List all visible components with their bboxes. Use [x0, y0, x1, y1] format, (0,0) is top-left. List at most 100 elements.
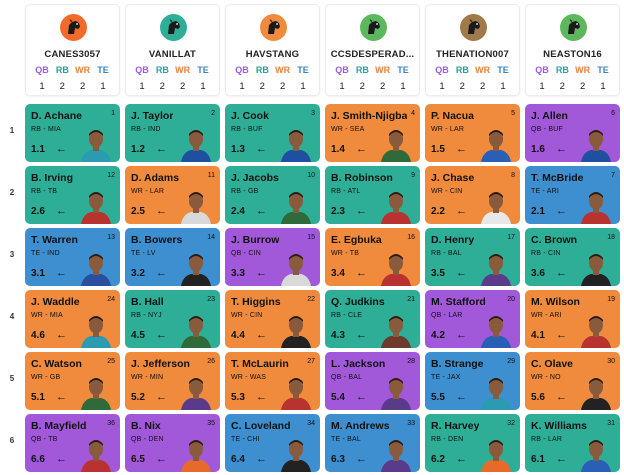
pick-number: 17	[507, 234, 515, 241]
pick-card[interactable]: C. Brown 18 RB - CIN 3.6 ←	[525, 228, 620, 286]
pick-card[interactable]: B. Robinson 9 RB - ATL 2.3 ←	[325, 166, 420, 224]
player-position-team: WR - LAR	[131, 188, 165, 195]
pick-card[interactable]: E. Egbuka 16 WR - TB 3.4 ←	[325, 228, 420, 286]
arrow-left-icon: ←	[356, 329, 367, 341]
pick-number: 12	[107, 172, 115, 179]
team-name: CCSDESPERAD...	[330, 49, 415, 60]
pick-card[interactable]: J. Burrow 15 QB - CIN 3.3 ←	[225, 228, 320, 286]
pick-card[interactable]: J. Jefferson 26 WR - MIN 5.2 ←	[125, 352, 220, 410]
pick-card[interactable]: D. Adams 11 WR - LAR 2.5 ←	[125, 166, 220, 224]
pick-card[interactable]: K. Williams 31 RB - LAR 6.1 ←	[525, 414, 620, 472]
pick-card[interactable]: T. McBride 7 TE - ARI 2.1 ←	[525, 166, 620, 224]
pick-card[interactable]: C. Loveland 34 TE - CHI 6.4 ←	[225, 414, 320, 472]
position-count: 2	[480, 81, 486, 92]
pick-card[interactable]: M. Andrews 33 TE - BAL 6.3 ←	[325, 414, 420, 472]
player-headshot	[278, 188, 314, 224]
arrow-left-icon: ←	[556, 267, 567, 279]
team-avatar	[160, 14, 187, 41]
pick-card[interactable]: J. Chase 8 WR - CIN 2.2 ←	[425, 166, 520, 224]
pick-card[interactable]: T. Higgins 22 WR - CIN 4.4 ←	[225, 290, 320, 348]
pick-card[interactable]: B. Irving 12 RB - TB 2.6 ←	[25, 166, 120, 224]
pick-card[interactable]: C. Olave 30 WR - NO 5.6 ←	[525, 352, 620, 410]
team-card[interactable]: HAVSTANG QB RB WR TE 1 2 2 1	[225, 4, 320, 96]
arrow-left-icon: ←	[256, 267, 267, 279]
pick-card[interactable]: J. Waddle 24 WR - MIA 4.6 ←	[25, 290, 120, 348]
pick-order: 3.4	[331, 268, 345, 279]
player-headshot	[578, 374, 614, 410]
player-name: T. Warren	[31, 234, 78, 246]
position-label: WR	[275, 65, 291, 75]
arrow-left-icon: ←	[456, 453, 467, 465]
pick-card[interactable]: T. Warren 13 TE - IND 3.1 ←	[25, 228, 120, 286]
player-position-team: WR - MIN	[131, 374, 164, 381]
player-position-team: WR - GB	[31, 374, 61, 381]
player-position-team: RB - DEN	[431, 436, 464, 443]
player-name: T. Higgins	[231, 296, 281, 308]
dog-icon	[260, 14, 287, 41]
player-headshot	[378, 188, 414, 224]
team-avatar	[560, 14, 587, 41]
pick-card[interactable]: D. Henry 17 RB - BAL 3.5 ←	[425, 228, 520, 286]
pick-card[interactable]: J. Allen 6 QB - BUF 1.6 ←	[525, 104, 620, 162]
pick-order: 3.3	[231, 268, 245, 279]
pick-card[interactable]: J. Smith-Njigba 4 WR - SEA 1.4 ←	[325, 104, 420, 162]
pick-card[interactable]: P. Nacua 5 WR - LAR 1.5 ←	[425, 104, 520, 162]
pick-card[interactable]: D. Achane 1 RB - MIA 1.1 ←	[25, 104, 120, 162]
player-name: B. Mayfield	[31, 420, 87, 432]
position-label: RB	[55, 65, 69, 75]
pick-number: 11	[207, 172, 215, 179]
pick-card[interactable]: C. Watson 25 WR - GB 5.1 ←	[25, 352, 120, 410]
player-headshot	[78, 126, 114, 162]
player-headshot	[178, 374, 214, 410]
pick-order: 1.5	[431, 144, 445, 155]
pick-card[interactable]: T. McLaurin 27 WR - WAS 5.3 ←	[225, 352, 320, 410]
position-label: QB	[235, 65, 249, 75]
position-label: QB	[135, 65, 149, 75]
pick-card[interactable]: J. Taylor 2 RB - IND 1.2 ←	[125, 104, 220, 162]
position-count: 2	[280, 81, 286, 92]
team-card[interactable]: NEASTON16 QB RB WR TE 1 2 2 1	[525, 4, 620, 96]
player-position-team: WR - TB	[331, 250, 360, 257]
pick-card[interactable]: B. Mayfield 36 QB - TB 6.6 ←	[25, 414, 120, 472]
position-labels: QB RB WR TE	[32, 65, 113, 75]
pick-card[interactable]: B. Strange 29 TE - JAX 5.5 ←	[425, 352, 520, 410]
position-label: TE	[597, 65, 609, 75]
pick-card[interactable]: B. Nix 35 QB - DEN 6.5 ←	[125, 414, 220, 472]
arrow-left-icon: ←	[456, 205, 467, 217]
team-card[interactable]: CCSDESPERAD... QB RB WR TE 1 2 2 1	[325, 4, 420, 96]
pick-card[interactable]: B. Hall 23 RB - NYJ 4.5 ←	[125, 290, 220, 348]
pick-order: 4.3	[331, 330, 345, 341]
pick-order: 6.5	[131, 454, 145, 465]
position-label: QB	[435, 65, 449, 75]
pick-card[interactable]: J. Cook 3 RB - BUF 1.3 ←	[225, 104, 320, 162]
pick-card[interactable]: L. Jackson 28 QB - BAL 5.4 ←	[325, 352, 420, 410]
arrow-left-icon: ←	[256, 205, 267, 217]
position-counts: 1 2 2 1	[132, 81, 213, 92]
position-label: QB	[535, 65, 549, 75]
position-label: WR	[475, 65, 491, 75]
pick-card[interactable]: R. Harvey 32 RB - DEN 6.2 ←	[425, 414, 520, 472]
player-position-team: WR - NO	[531, 374, 561, 381]
player-name: B. Strange	[431, 358, 484, 370]
team-card[interactable]: VANILLAT QB RB WR TE 1 2 2 1	[125, 4, 220, 96]
player-headshot	[278, 126, 314, 162]
pick-card[interactable]: M. Wilson 19 WR - ARI 4.1 ←	[525, 290, 620, 348]
arrow-left-icon: ←	[356, 453, 367, 465]
position-label: TE	[397, 65, 409, 75]
pick-order: 1.3	[231, 144, 245, 155]
position-label: RB	[155, 65, 169, 75]
arrow-left-icon: ←	[356, 267, 367, 279]
pick-card[interactable]: Q. Judkins 21 RB - CLE 4.3 ←	[325, 290, 420, 348]
pick-order: 1.2	[131, 144, 145, 155]
pick-number: 15	[307, 234, 315, 241]
arrow-left-icon: ←	[356, 143, 367, 155]
player-position-team: QB - CIN	[231, 250, 261, 257]
pick-card[interactable]: J. Jacobs 10 RB - GB 2.4 ←	[225, 166, 320, 224]
pick-card[interactable]: B. Bowers 14 TE - LV 3.2 ←	[125, 228, 220, 286]
position-label: WR	[375, 65, 391, 75]
pick-card[interactable]: M. Stafford 20 QB - LAR 4.2 ←	[425, 290, 520, 348]
player-headshot	[278, 250, 314, 286]
position-count: 2	[59, 81, 65, 92]
team-card[interactable]: CANES3057 QB RB WR TE 1 2 2 1	[25, 4, 120, 96]
team-card[interactable]: THENATION007 QB RB WR TE 1 2 2 1	[425, 4, 520, 96]
